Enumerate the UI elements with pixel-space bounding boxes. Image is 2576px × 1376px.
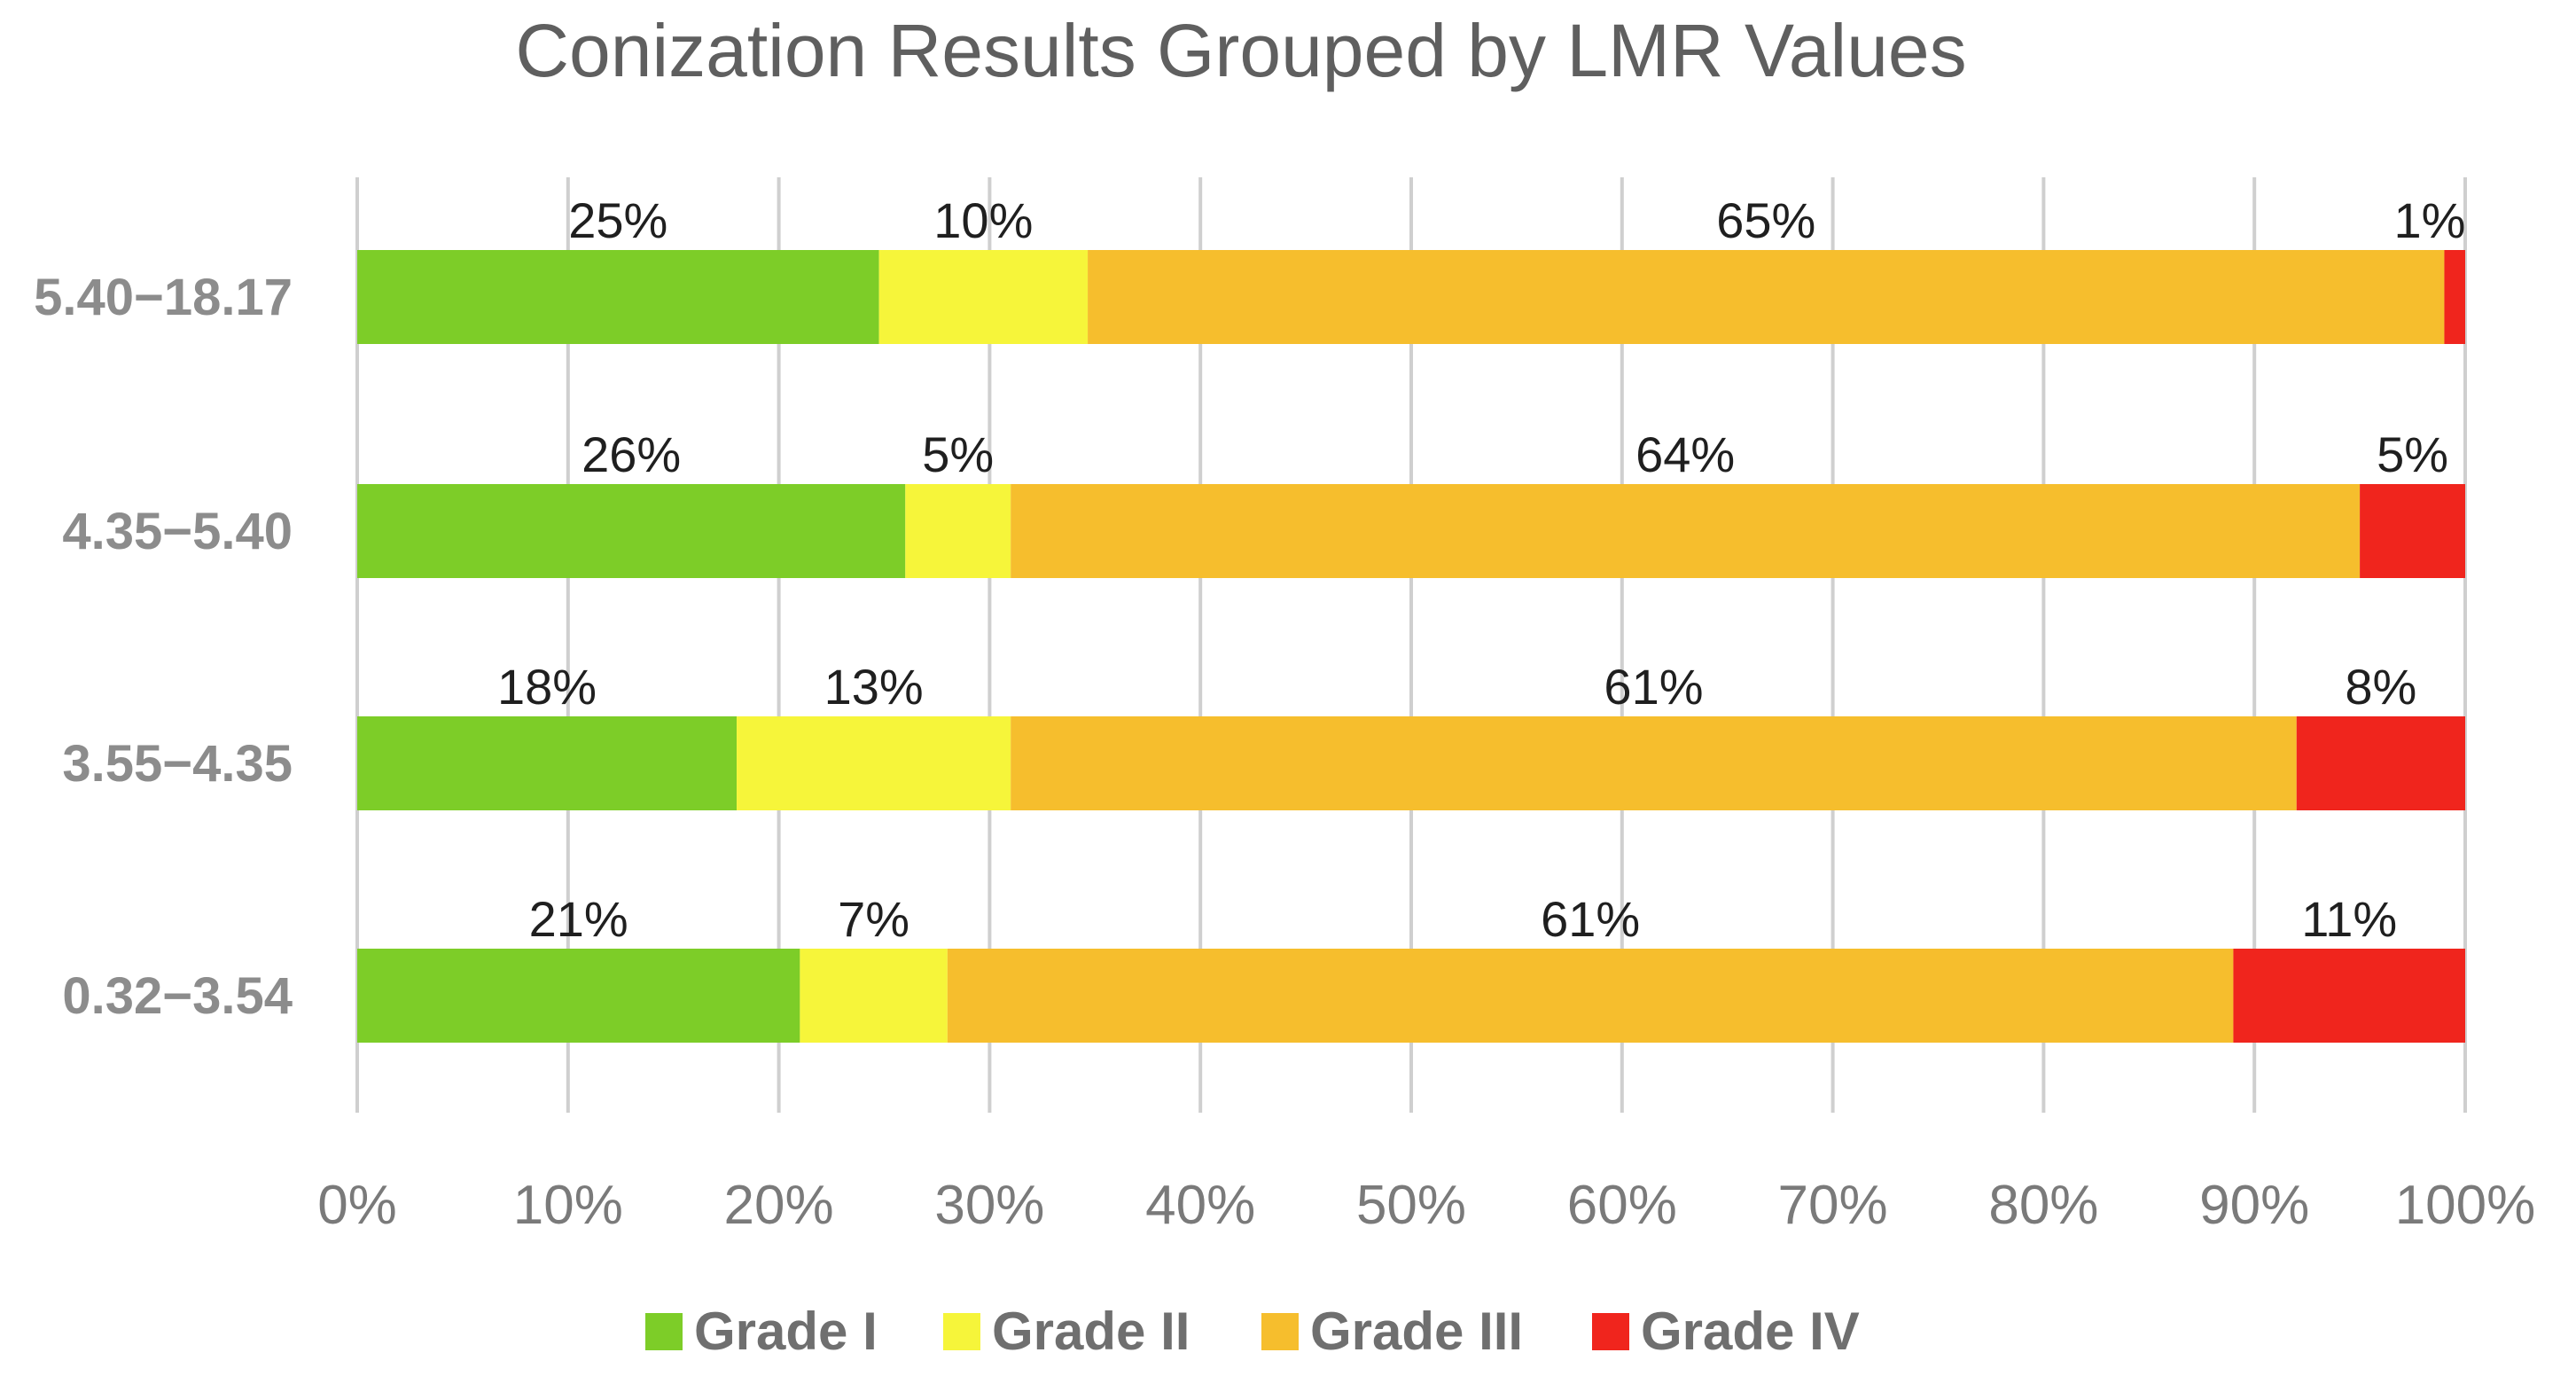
data-label: 26% <box>582 426 681 482</box>
legend-item: Grade I <box>645 1302 878 1361</box>
category-label: 5.40−18.17 <box>34 269 293 326</box>
x-tick-label: 60% <box>1567 1175 1677 1236</box>
data-label: 64% <box>1635 426 1735 482</box>
data-label: 61% <box>1541 891 1640 947</box>
category-label: 4.35−5.40 <box>62 503 293 560</box>
bar-segment <box>1088 250 2445 344</box>
data-label: 61% <box>1604 659 1703 715</box>
x-tick-label: 100% <box>2395 1175 2536 1236</box>
category-label: 3.55−4.35 <box>62 735 293 793</box>
bar-segment <box>737 716 1011 810</box>
legend-swatch <box>1261 1313 1299 1350</box>
bar-segment <box>2360 484 2465 578</box>
bar-segment <box>357 949 800 1043</box>
bar-segment <box>357 484 906 578</box>
data-label: 8% <box>2345 659 2416 715</box>
bars <box>357 250 2465 1043</box>
data-label: 7% <box>838 891 909 947</box>
x-tick-label: 90% <box>2199 1175 2309 1236</box>
data-label: 11% <box>2301 891 2397 947</box>
legend-swatch <box>1592 1313 1629 1350</box>
data-label: 10% <box>933 192 1033 248</box>
bar-segment <box>2296 716 2465 810</box>
data-label: 18% <box>497 659 597 715</box>
data-label: 25% <box>568 192 667 248</box>
x-tick-label: 80% <box>1988 1175 2098 1236</box>
legend: Grade I Grade II Grade III Grade IV <box>645 1302 1860 1361</box>
legend-label: Grade I <box>694 1302 878 1361</box>
category-axis: 5.40−18.17 4.35−5.40 3.55−4.35 0.32−3.54 <box>34 269 293 1025</box>
x-tick-label: 30% <box>934 1175 1044 1236</box>
bar-segment <box>357 250 879 344</box>
legend-label: Grade IV <box>1641 1302 1860 1361</box>
category-label: 0.32−3.54 <box>62 967 293 1025</box>
bar-segment <box>947 949 2234 1043</box>
bar-segment <box>2233 949 2465 1043</box>
data-label: 5% <box>922 426 994 482</box>
x-tick-label: 50% <box>1356 1175 1466 1236</box>
bar-segment <box>905 484 1011 578</box>
legend-swatch <box>943 1313 980 1350</box>
legend-swatch <box>645 1313 683 1350</box>
x-tick-label: 0% <box>317 1175 397 1236</box>
bar-segment <box>800 949 948 1043</box>
bar-segment <box>1011 716 2297 810</box>
x-tick-label: 40% <box>1145 1175 1255 1236</box>
data-labels: 25% 10% 65% 1% 26% 5% 64% 5% 18% 13% 61% 8% 21% 7% 61%… <box>497 192 2465 947</box>
x-tick-label: 70% <box>1778 1175 1888 1236</box>
bar-segment <box>2444 250 2465 344</box>
data-label: 65% <box>1716 192 1815 248</box>
chart-title: Conization Results Grouped by LMR Values <box>515 9 1966 92</box>
legend-item: Grade IV <box>1592 1302 1860 1361</box>
legend-label: Grade II <box>992 1302 1190 1361</box>
legend-item: Grade II <box>943 1302 1190 1361</box>
data-label: 1% <box>2394 192 2466 248</box>
data-label: 13% <box>824 659 924 715</box>
x-tick-label: 10% <box>513 1175 623 1236</box>
bar-segment <box>1011 484 2361 578</box>
legend-item: Grade III <box>1261 1302 1523 1361</box>
bar-segment <box>878 250 1089 344</box>
data-label: 21% <box>529 891 628 947</box>
legend-label: Grade III <box>1310 1302 1523 1361</box>
data-label: 5% <box>2377 426 2448 482</box>
bar-segment <box>357 716 738 810</box>
value-axis: 0% 10% 20% 30% 40% 50% 60% 70% 80% 90% 100% <box>317 1175 2535 1236</box>
x-tick-label: 20% <box>724 1175 834 1236</box>
